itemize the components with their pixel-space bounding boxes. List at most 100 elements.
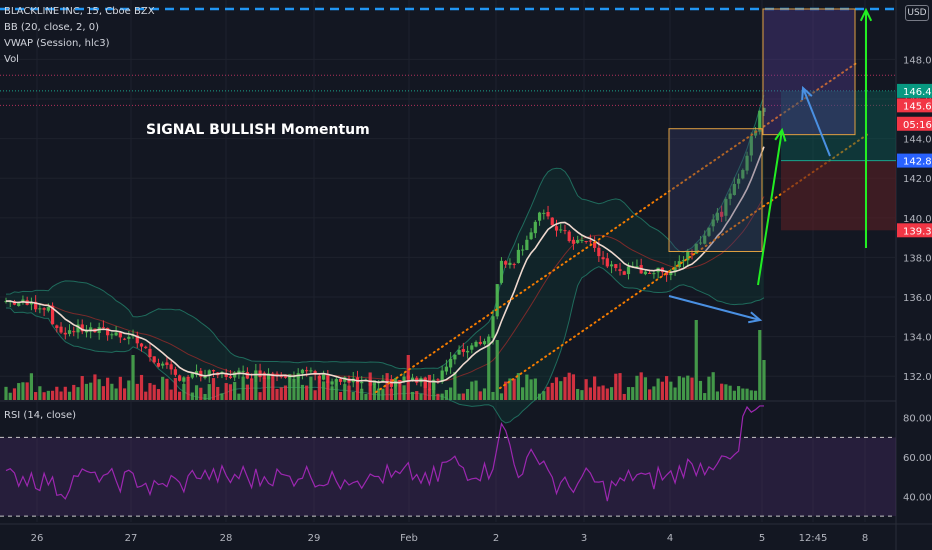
price-tick-1: 134.00 xyxy=(903,333,932,344)
volume-bar-127 xyxy=(542,391,546,400)
volume-bar-84 xyxy=(360,388,364,400)
volume-bar-33 xyxy=(144,391,148,400)
volume-bar-49 xyxy=(211,378,216,400)
volume-bar-12 xyxy=(55,386,59,400)
candle-body-36 xyxy=(156,363,161,367)
volume-bar-47 xyxy=(203,393,207,400)
volume-bar-21 xyxy=(93,374,97,400)
volume-bar-135 xyxy=(576,388,580,400)
volume-bar-66 xyxy=(283,385,288,400)
blue-arrow-up xyxy=(801,85,831,157)
volume-bar-97 xyxy=(415,391,419,400)
candle-body-93 xyxy=(398,380,402,382)
signal-annotation: SIGNAL BULLISH Momentum xyxy=(146,122,370,138)
volume-bar-175 xyxy=(745,388,749,400)
candle-body-116 xyxy=(495,284,499,317)
volume-bar-1 xyxy=(8,392,12,400)
volume-bar-80 xyxy=(343,384,347,400)
candle-body-34 xyxy=(148,348,152,358)
candle-body-18 xyxy=(80,324,84,332)
volume-bar-60 xyxy=(258,392,262,400)
price-badge-label-3: 142.89 xyxy=(903,157,932,168)
candle-body-141 xyxy=(601,257,605,260)
volume-bar-57 xyxy=(245,384,249,400)
volume-bar-152 xyxy=(648,389,652,400)
volume-bar-63 xyxy=(271,373,275,400)
target-box xyxy=(762,8,856,136)
candle-body-64 xyxy=(275,373,279,376)
rsi-tick-0: 40.00 xyxy=(903,492,932,503)
volume-bar-178 xyxy=(758,330,762,400)
volume-bar-75 xyxy=(321,381,326,400)
candle-body-57 xyxy=(245,372,249,379)
candle-body-121 xyxy=(516,249,520,263)
channel-upper xyxy=(375,62,857,394)
candle-body-44 xyxy=(190,373,194,378)
volume-bar-122 xyxy=(521,387,525,400)
volume-bar-93 xyxy=(398,380,402,400)
candle-body-103 xyxy=(440,370,444,382)
volume-bar-94 xyxy=(402,385,406,400)
volume-bar-157 xyxy=(669,381,673,400)
candle-body-27 xyxy=(118,332,122,338)
volume-bar-120 xyxy=(512,378,516,400)
volume-bar-77 xyxy=(330,386,334,400)
candle-body-92 xyxy=(393,381,398,387)
volume-bar-15 xyxy=(67,391,72,400)
volume-bar-14 xyxy=(63,386,67,400)
candle-body-135 xyxy=(576,240,580,243)
time-label-2: 28 xyxy=(220,533,233,544)
candle-body-72 xyxy=(309,370,313,372)
candle-body-102 xyxy=(436,379,440,381)
candle-body-113 xyxy=(482,341,487,345)
volume-bar-98 xyxy=(419,393,423,400)
price-badge-3 xyxy=(897,153,932,168)
volume-bar-168 xyxy=(715,391,720,400)
candle-body-29 xyxy=(127,336,131,339)
time-label-10: 8 xyxy=(862,533,868,544)
volume-bar-88 xyxy=(377,388,381,400)
candle-body-130 xyxy=(554,226,559,231)
bb-basis xyxy=(5,196,765,383)
volume-bar-82 xyxy=(351,392,355,400)
blue-arrow-up-shaft xyxy=(802,87,831,157)
volume-bar-56 xyxy=(241,376,245,400)
volume-bar-41 xyxy=(178,391,182,400)
candle-body-160 xyxy=(681,260,686,262)
volume-bar-154 xyxy=(656,378,660,400)
volume-bar-162 xyxy=(690,377,694,400)
currency-badge[interactable]: USD xyxy=(905,5,929,21)
candle-body-84 xyxy=(360,381,364,384)
candle-body-37 xyxy=(161,363,165,366)
volume-bar-107 xyxy=(457,393,461,400)
price-tick-6: 144.00 xyxy=(903,135,932,146)
candle-body-3 xyxy=(17,302,21,306)
volume-bar-87 xyxy=(372,380,377,400)
volume-bar-161 xyxy=(686,375,690,400)
candle-body-41 xyxy=(178,375,182,381)
candle-body-7 xyxy=(34,301,38,310)
candle-body-171 xyxy=(728,193,732,199)
candle-body-159 xyxy=(677,261,681,268)
volume-bar-78 xyxy=(334,380,338,400)
candle-body-114 xyxy=(487,336,491,342)
volume-bar-85 xyxy=(364,393,368,400)
candle-body-163 xyxy=(694,243,698,254)
volume-bar-173 xyxy=(736,386,741,400)
price-tick-2: 136.00 xyxy=(903,293,932,304)
volume-bar-42 xyxy=(182,384,186,400)
price-tick-5: 142.00 xyxy=(903,174,932,185)
candle-body-78 xyxy=(334,379,338,382)
volume-bar-74 xyxy=(317,376,321,400)
candle-body-55 xyxy=(237,370,241,374)
volume-bar-58 xyxy=(250,378,254,400)
volume-bar-130 xyxy=(554,377,559,400)
volume-bar-169 xyxy=(720,383,724,400)
position-profit-zone xyxy=(781,90,896,161)
volume-bar-103 xyxy=(440,393,444,400)
candle-body-122 xyxy=(521,249,525,251)
volume-bar-55 xyxy=(237,393,241,400)
volume-bar-20 xyxy=(89,382,93,400)
volume-bar-138 xyxy=(588,387,592,400)
